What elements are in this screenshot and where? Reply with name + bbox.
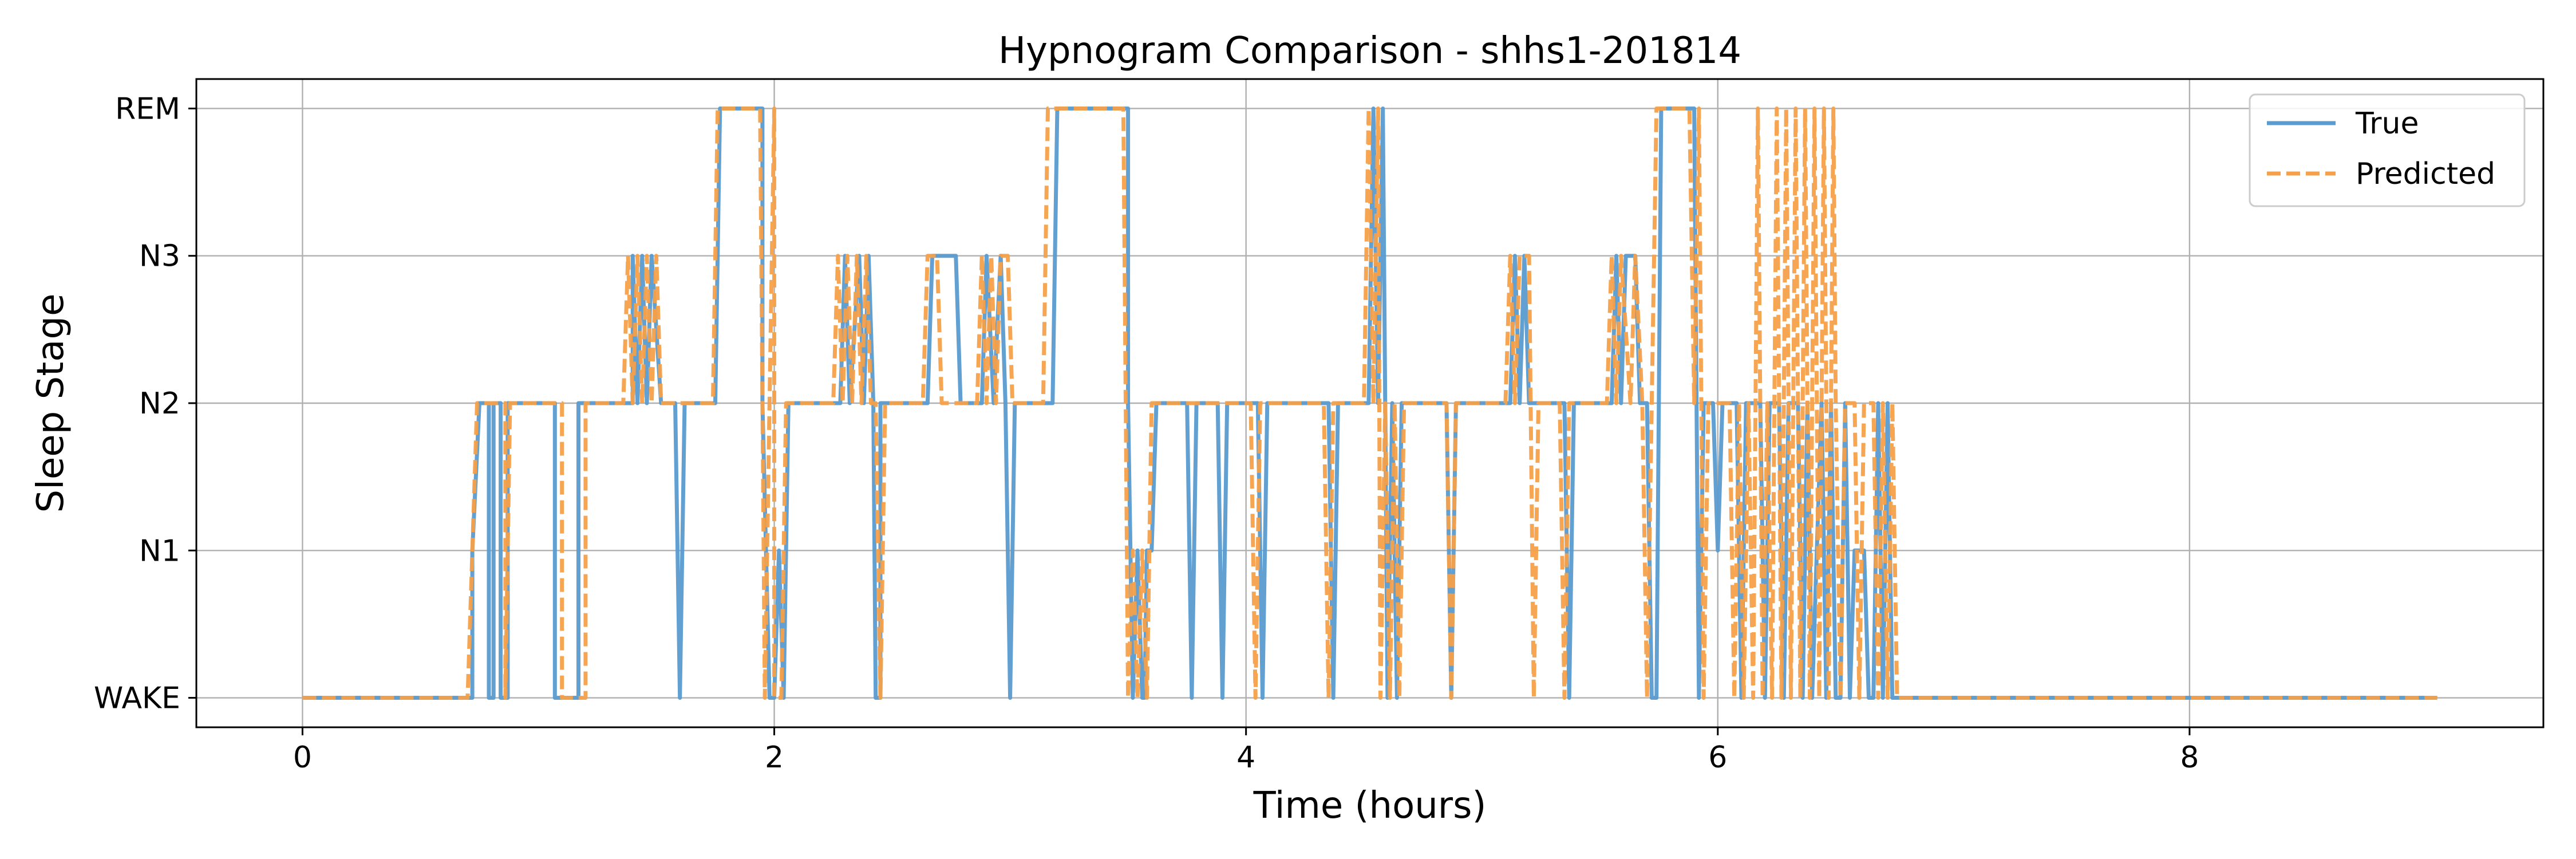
- y-tick-label: N2: [139, 387, 180, 421]
- x-axis-label: Time (hours): [1253, 785, 1487, 827]
- x-tick-label: 4: [1236, 740, 1255, 775]
- x-tick-label: 6: [1708, 740, 1727, 775]
- x-tick-label: 8: [2180, 740, 2199, 775]
- x-tick-label: 0: [293, 740, 312, 775]
- y-tick-label: REM: [115, 92, 180, 126]
- x-tick-label: 2: [765, 740, 784, 775]
- y-axis-label: Sleep Stage: [30, 293, 72, 513]
- legend-label-predicted: Predicted: [2356, 157, 2495, 191]
- series-line-predicted: [302, 107, 2437, 700]
- ticks: 0 2 4 6 8 WAKE N1 N2 N3 REM: [94, 92, 2199, 775]
- series-layer: [302, 107, 2437, 700]
- legend-label-true: True: [2355, 107, 2419, 141]
- series-line-true: [302, 107, 2437, 700]
- y-tick-label: N1: [139, 534, 180, 568]
- chart-title: Hypnogram Comparison - shhs1-201814: [998, 30, 1741, 72]
- legend: True Predicted: [2249, 93, 2526, 207]
- y-tick-label: WAKE: [94, 681, 180, 716]
- y-tick-label: N3: [139, 239, 180, 274]
